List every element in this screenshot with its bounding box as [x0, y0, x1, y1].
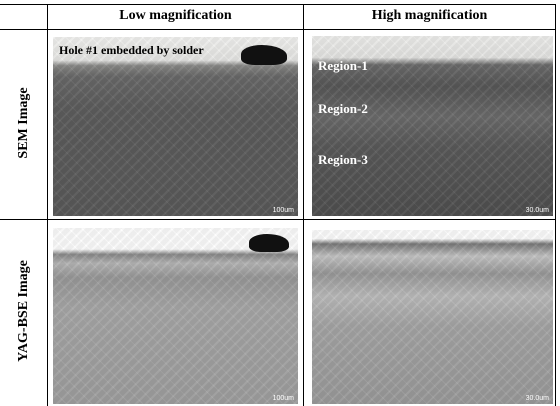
- row-label: SEM Image: [16, 33, 32, 213]
- rule: [0, 219, 556, 220]
- scale-label: 30.0um: [526, 207, 549, 214]
- column-header: Low magnification: [48, 8, 303, 24]
- solder: [249, 234, 289, 252]
- rule: [47, 4, 48, 406]
- annotation: Region-1: [318, 58, 368, 74]
- figure-table: Low magnification High magnification SEM…: [0, 0, 560, 406]
- rule: [555, 4, 556, 406]
- annotation: Hole #1 embedded by solder: [59, 43, 204, 58]
- rule: [0, 4, 556, 5]
- micrograph: Hole #1 embedded by solder 100um: [53, 37, 298, 216]
- rule: [0, 29, 556, 30]
- micrograph: 30.0um: [312, 230, 553, 404]
- scale-label: 100um: [273, 395, 294, 402]
- row-label: YAG-BSE Image: [16, 221, 32, 401]
- scale-label: 100um: [273, 207, 294, 214]
- micrograph: Region-1 Region-2 Region-3 30.0um: [312, 36, 553, 216]
- column-header: High magnification: [304, 8, 555, 24]
- texture: [312, 230, 553, 404]
- annotation: Region-3: [318, 152, 368, 168]
- solder: [241, 45, 287, 65]
- annotation: Region-2: [318, 101, 368, 117]
- rule: [303, 4, 304, 406]
- texture: [53, 228, 298, 404]
- scale-label: 30.0um: [526, 395, 549, 402]
- micrograph: 100um: [53, 228, 298, 404]
